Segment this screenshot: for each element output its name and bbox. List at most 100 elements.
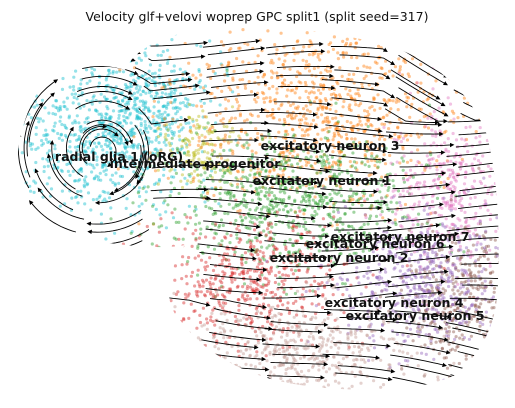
cell-point — [293, 367, 297, 371]
cell-point — [110, 123, 114, 127]
cell-point — [189, 274, 193, 278]
cell-point — [173, 278, 177, 282]
cell-point — [304, 260, 308, 264]
cell-point — [233, 250, 237, 254]
cell-point — [250, 239, 254, 243]
cell-point — [468, 229, 472, 233]
cell-point — [168, 126, 172, 130]
cell-point — [257, 191, 261, 195]
cell-point — [148, 151, 152, 155]
cell-point — [84, 140, 88, 144]
cell-point — [375, 61, 379, 65]
cell-point — [276, 75, 280, 79]
cell-point — [278, 162, 282, 166]
cell-point — [176, 150, 180, 154]
cell-point — [293, 116, 297, 120]
cell-point — [200, 161, 204, 165]
cell-point — [237, 298, 241, 302]
cell-point — [402, 180, 406, 184]
cell-point — [314, 202, 318, 206]
cell-point — [385, 284, 389, 288]
cell-point — [321, 293, 325, 297]
cell-point — [85, 154, 89, 158]
cell-point — [167, 82, 171, 87]
cell-point — [494, 326, 498, 330]
cell-point — [490, 137, 494, 141]
cell-point — [284, 247, 288, 251]
cell-point — [235, 317, 239, 322]
cell-point — [249, 321, 253, 325]
cell-point — [281, 163, 285, 167]
cell-point — [137, 186, 142, 190]
cell-point — [265, 177, 269, 181]
cell-point — [367, 112, 371, 116]
cell-point — [255, 188, 259, 192]
cell-point — [445, 60, 449, 64]
cell-point — [462, 336, 466, 340]
cell-point — [329, 103, 333, 107]
cell-point — [334, 343, 338, 347]
cell-point — [262, 177, 266, 181]
cell-point — [58, 119, 62, 123]
cell-point — [498, 274, 499, 278]
cell-point — [221, 168, 225, 173]
cell-point — [282, 117, 286, 122]
cell-point — [363, 153, 367, 157]
cell-point — [191, 158, 195, 162]
cell-point — [289, 148, 293, 153]
cell-point — [352, 191, 356, 195]
cell-point — [96, 178, 101, 182]
cell-point — [192, 154, 196, 158]
cell-point — [453, 196, 457, 200]
cell-point — [172, 236, 176, 240]
cell-point — [439, 180, 443, 185]
cell-point — [323, 136, 327, 140]
cell-point — [368, 146, 373, 151]
cell-point — [271, 61, 275, 65]
cell-point — [497, 226, 499, 231]
cell-point — [78, 178, 82, 182]
cell-point — [399, 288, 403, 292]
cell-point — [307, 145, 312, 149]
cell-point — [506, 128, 509, 131]
cell-point — [362, 222, 366, 227]
cell-point — [170, 151, 174, 155]
cell-point — [211, 130, 215, 134]
cell-point — [273, 149, 277, 154]
cell-point — [340, 387, 345, 390]
cell-point — [329, 178, 333, 182]
cell-point — [47, 149, 52, 153]
cell-point — [285, 94, 289, 98]
cell-point — [186, 98, 190, 102]
cell-point — [318, 392, 321, 395]
cell-point — [206, 27, 210, 29]
cell-point — [273, 280, 277, 285]
cell-point — [233, 271, 237, 275]
cell-point — [229, 168, 233, 172]
cell-point — [391, 74, 395, 78]
cell-point — [0, 88, 2, 91]
cell-point — [484, 310, 488, 314]
cell-point — [430, 286, 434, 290]
cell-point — [105, 45, 109, 50]
cell-point — [54, 99, 58, 103]
cell-point — [442, 311, 447, 315]
cell-point — [222, 124, 226, 129]
cell-point — [166, 103, 170, 107]
cell-point — [450, 398, 453, 401]
cell-point — [402, 59, 406, 63]
cell-point — [209, 99, 213, 103]
cell-point — [423, 168, 427, 172]
cell-point — [422, 183, 426, 187]
cell-point — [308, 39, 312, 43]
cell-point — [395, 201, 399, 205]
cell-point — [73, 65, 77, 69]
cell-point — [240, 182, 244, 186]
cell-point — [315, 96, 319, 100]
cell-point — [97, 81, 101, 85]
cell-point — [353, 390, 356, 393]
cell-point — [259, 311, 263, 315]
cell-point — [265, 277, 269, 281]
cell-point — [171, 147, 175, 151]
cell-point — [464, 354, 468, 358]
